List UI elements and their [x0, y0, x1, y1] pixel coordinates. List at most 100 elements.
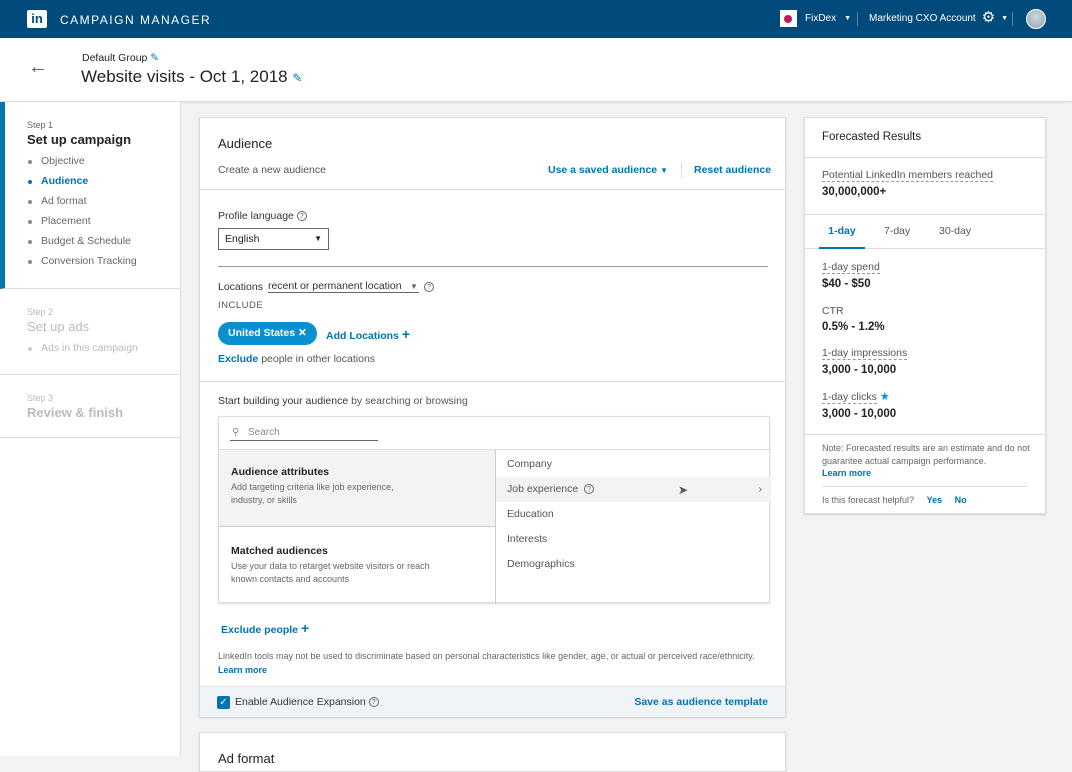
save-template-link[interactable]: Save as audience template	[634, 696, 768, 708]
helpful-question: Is this forecast helpful?	[822, 495, 915, 505]
step-number: Step 1	[27, 120, 54, 130]
helpful-no-button[interactable]: No	[954, 495, 967, 505]
metric-value: $40 - $50	[822, 278, 871, 290]
category-demographics[interactable]: Demographics	[507, 558, 575, 570]
campaign-header: ← Default Group ✎ Website visits - Oct 1…	[0, 38, 1072, 102]
divider	[805, 157, 1045, 158]
chevron-right-icon: ›	[758, 483, 763, 495]
location-chip-united-states[interactable]: United States ✕	[218, 322, 317, 345]
divider	[218, 266, 768, 267]
include-label: INCLUDE	[218, 300, 264, 311]
reach-label: Potential LinkedIn members reached	[822, 169, 994, 182]
caret-down-icon: ▼	[314, 234, 322, 243]
forecast-card: Forecasted Results Potential LinkedIn me…	[804, 117, 1046, 514]
use-saved-audience-dropdown[interactable]: Use a saved audience ▼	[548, 164, 668, 176]
step-number: Step 2	[27, 307, 54, 317]
sidebar-item-ad-format[interactable]: Ad format	[27, 195, 180, 215]
location-type-select[interactable]: recent or permanent location ▼	[267, 280, 419, 293]
helpful-yes-button[interactable]: Yes	[926, 495, 943, 505]
matched-audiences-option[interactable]: Matched audiences Use your data to retar…	[219, 528, 495, 604]
sidebar-item-conversion-tracking[interactable]: Conversion Tracking	[27, 255, 180, 275]
help-icon[interactable]: ?	[296, 211, 307, 222]
forecast-metric: 1-day spend $40 - $50	[822, 261, 880, 290]
category-interests[interactable]: Interests	[507, 533, 548, 545]
forecast-note: Note: Forecasted results are an estimate…	[822, 443, 1030, 466]
tab-1-day[interactable]: 1-day	[819, 225, 865, 249]
reset-audience-link[interactable]: Reset audience	[694, 164, 772, 176]
step-number: Step 3	[27, 393, 54, 403]
gear-icon: ⚙	[981, 9, 996, 26]
reach-value: 30,000,000+	[822, 186, 887, 198]
learn-more-link[interactable]: Learn more	[218, 665, 268, 675]
chevron-down-icon: ▼	[1001, 14, 1009, 22]
exclude-people-button[interactable]: Exclude people +	[221, 620, 309, 636]
build-heading-rest: by searching or browsing	[348, 395, 468, 407]
category-label: Job experience	[507, 483, 579, 495]
tab-7-day[interactable]: 7-day	[884, 225, 911, 237]
sidebar-item-audience[interactable]: Audience	[27, 175, 180, 195]
exclude-locations-link[interactable]: Exclude	[218, 353, 259, 365]
dropdown-label: Use a saved audience	[548, 164, 658, 176]
metric-value: 3,000 - 10,000	[822, 408, 897, 420]
sidebar-item-ads: Ads in this campaign	[27, 342, 180, 362]
forecast-title: Forecasted Results	[822, 131, 922, 143]
search-icon: ⚲	[232, 427, 240, 438]
enable-expansion-checkbox[interactable]: ✓	[217, 696, 230, 709]
help-icon[interactable]: ?	[423, 281, 434, 292]
divider	[805, 214, 1045, 215]
sidebar-item-placement[interactable]: Placement	[27, 215, 180, 235]
exclude-text: people in other locations	[258, 353, 376, 365]
back-arrow-icon[interactable]: ←	[28, 56, 48, 78]
add-locations-button[interactable]: Add Locations +	[326, 326, 410, 342]
sub-account-switcher[interactable]: Marketing CXO Account ⚙ ▼	[869, 9, 1009, 26]
step-title: Set up campaign	[27, 132, 132, 147]
button-label: Add Locations	[326, 330, 399, 342]
profile-language-select[interactable]: English ▼	[218, 228, 329, 250]
section-title: Ad format	[218, 751, 275, 766]
help-icon[interactable]: ?	[368, 697, 379, 708]
caret-down-icon: ▼	[660, 166, 668, 175]
avatar[interactable]	[1026, 9, 1046, 29]
checkbox-label: Enable Audience Expansion	[235, 696, 366, 708]
option-description: Use your data to retarget website visito…	[231, 561, 430, 584]
app-title: CAMPAIGN MANAGER	[60, 13, 212, 27]
tab-30-day[interactable]: 30-day	[939, 225, 972, 237]
edit-pencil-icon[interactable]: ✎	[292, 71, 303, 85]
linkedin-logo[interactable]: in	[27, 10, 47, 28]
campaign-group-name: Default Group	[82, 52, 148, 64]
profile-language-label: Profile language	[218, 210, 294, 222]
audience-footer: ✓ Enable Audience Expansion ? Save as au…	[200, 686, 785, 717]
help-icon[interactable]: ?	[584, 484, 595, 495]
category-job-experience[interactable]: Job experience ? › ➤	[496, 477, 771, 502]
step-title: Review & finish	[27, 405, 124, 420]
account-logo-icon	[780, 10, 797, 27]
category-company[interactable]: Company	[507, 458, 552, 470]
sidebar-item-objective[interactable]: Objective	[27, 155, 180, 175]
select-value: English	[225, 233, 260, 245]
step-title: Set up ads	[27, 319, 90, 334]
divider	[681, 162, 682, 178]
top-bar: in CAMPAIGN MANAGER FixDex ▼ Marketing C…	[0, 0, 1072, 38]
forecast-metric: 1-day impressions 3,000 - 10,000	[822, 347, 908, 376]
plus-icon: +	[401, 326, 411, 342]
page-title: Website visits - Oct 1, 2018	[81, 67, 288, 86]
metric-label: CTR	[822, 305, 844, 317]
select-value: recent or permanent location	[267, 280, 402, 292]
divider	[1012, 12, 1013, 26]
ad-format-card: Ad format	[199, 732, 786, 772]
option-description: Add targeting criteria like job experien…	[231, 482, 394, 505]
metric-label: 1-day spend	[822, 261, 880, 274]
close-icon[interactable]: ✕	[298, 327, 307, 339]
audience-attributes-option[interactable]: Audience attributes Add targeting criter…	[219, 450, 495, 527]
search-input[interactable]: ⚲ Search	[230, 425, 378, 441]
category-list: Company Job experience ? › ➤ Education Int…	[496, 452, 771, 577]
sidebar-step-1[interactable]: Step 1 Set up campaign Objective Audienc…	[0, 102, 180, 289]
sidebar-item-budget-schedule[interactable]: Budget & Schedule	[27, 235, 180, 255]
learn-more-link[interactable]: Learn more	[822, 468, 872, 478]
divider	[805, 434, 1045, 435]
edit-pencil-icon[interactable]: ✎	[150, 52, 160, 64]
divider	[822, 486, 1028, 487]
divider	[495, 450, 496, 604]
category-education[interactable]: Education	[507, 508, 554, 520]
account-switcher[interactable]: FixDex ▼	[780, 10, 851, 27]
